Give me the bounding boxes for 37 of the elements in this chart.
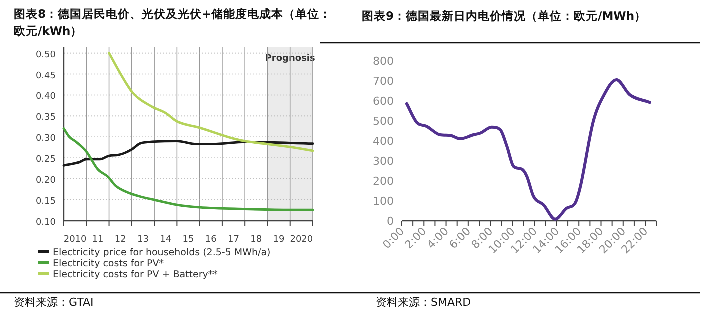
y-tick-label: 0.20: [36, 176, 56, 186]
y-tick-label: 500: [373, 115, 394, 128]
x-tick-label: 18: [250, 235, 262, 245]
y-tick-label: 300: [373, 155, 394, 168]
band-label: Prognosis: [265, 54, 316, 64]
chart-title: 图表9：德国最新日内电价情况（单位：欧元/MWh）: [362, 8, 648, 25]
y-tick-label: 0.15: [36, 197, 56, 208]
y-tick-label: 0.10: [36, 218, 56, 228]
y-tick-label: 700: [373, 75, 394, 88]
x-tick-label: 16: [205, 235, 218, 245]
y-tick-label: 0.40: [36, 92, 56, 102]
x-tick-label: 2010: [64, 235, 88, 245]
y-tick-label: 100: [373, 195, 394, 208]
x-tick-label: 17: [228, 235, 240, 245]
y-tick-label: 600: [373, 95, 394, 108]
chart-title: 图表8：德国居民电价、光伏及光伏+储能度电成本（单位：欧元/kWh）: [14, 6, 333, 40]
y-tick-label: 0.25: [36, 155, 56, 166]
x-tick-label: 19: [273, 235, 286, 245]
y-tick-label: 200: [373, 175, 394, 188]
text: 资料来源：SMARD: [376, 295, 472, 310]
x-tick-label: 15: [182, 235, 194, 245]
y-tick-label: 0.50: [36, 50, 56, 60]
y-tick-label: 0.35: [36, 113, 56, 124]
x-tick-label: 12: [114, 235, 126, 245]
y-tick-label: 400: [373, 135, 394, 148]
x-tick-label: 14: [160, 235, 172, 245]
legend-label: Electricity price for households (2.5-5 MWh/a): [53, 248, 271, 258]
y-tick-label: 0: [387, 215, 394, 228]
text: 资料来源：GTAI: [14, 295, 94, 310]
x-tick-label: 11: [92, 235, 104, 245]
y-tick-label: 0.30: [36, 134, 56, 144]
y-tick-label: 800: [373, 55, 394, 68]
y-tick-label: 0.45: [36, 71, 56, 82]
x-tick-label: 2020: [290, 235, 314, 245]
legend-label: Electricity costs for PV + Battery**: [53, 270, 218, 280]
legend-label: Electricity costs for PV*: [53, 258, 164, 270]
x-tick-label: 13: [138, 235, 149, 245]
